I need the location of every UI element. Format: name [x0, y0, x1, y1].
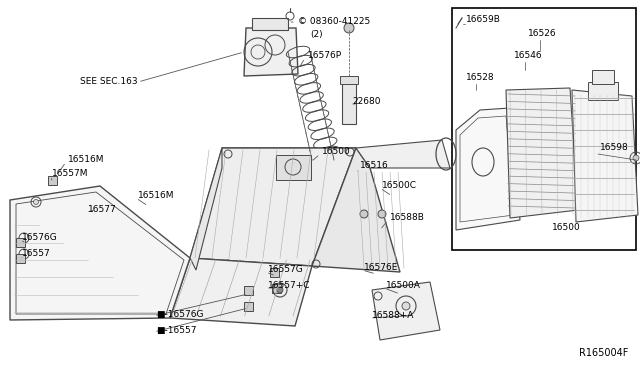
Text: SEE SEC.163: SEE SEC.163	[81, 77, 138, 87]
Text: © 08360-41225: © 08360-41225	[298, 17, 371, 26]
Polygon shape	[222, 148, 370, 170]
Polygon shape	[372, 282, 440, 340]
Text: 16500C: 16500C	[382, 182, 417, 190]
Circle shape	[402, 302, 410, 310]
Text: 16576P: 16576P	[308, 51, 342, 61]
Text: 16500A: 16500A	[386, 282, 421, 291]
Bar	[252, 18, 288, 30]
Text: 16500: 16500	[552, 224, 580, 232]
Text: R165004F: R165004F	[579, 348, 628, 358]
Polygon shape	[190, 148, 222, 270]
Polygon shape	[170, 258, 312, 326]
Bar	[48, 176, 57, 185]
Text: 16576G: 16576G	[22, 234, 58, 243]
Circle shape	[344, 23, 354, 33]
Polygon shape	[10, 186, 190, 320]
Circle shape	[633, 155, 639, 161]
Bar	[340, 76, 358, 84]
Polygon shape	[506, 88, 578, 218]
Bar	[452, 8, 636, 250]
Text: 16546: 16546	[514, 51, 543, 61]
Text: 16659B: 16659B	[466, 16, 501, 25]
Text: ■-16557: ■-16557	[156, 326, 196, 334]
Bar	[276, 155, 311, 180]
Polygon shape	[356, 140, 450, 168]
Text: (2): (2)	[310, 29, 323, 38]
Text: 16500: 16500	[322, 148, 351, 157]
Bar	[588, 82, 618, 100]
Circle shape	[33, 199, 38, 205]
Bar	[16, 238, 25, 247]
Text: 16557M: 16557M	[52, 170, 88, 179]
Text: 16516: 16516	[360, 161, 388, 170]
Bar	[244, 286, 253, 295]
Text: 16577: 16577	[88, 205, 116, 215]
Text: 16516M: 16516M	[68, 155, 104, 164]
Circle shape	[277, 287, 283, 293]
Text: 16588B: 16588B	[390, 214, 425, 222]
Circle shape	[378, 210, 386, 218]
Text: 16557G: 16557G	[268, 266, 304, 275]
Bar	[342, 80, 356, 124]
Polygon shape	[190, 148, 356, 266]
Text: 16528: 16528	[466, 74, 495, 83]
Text: 16557+C: 16557+C	[268, 282, 310, 291]
Polygon shape	[312, 148, 400, 272]
Text: 16516M: 16516M	[138, 192, 175, 201]
Bar	[16, 254, 25, 263]
Bar	[592, 70, 614, 84]
Text: 22680: 22680	[352, 97, 381, 106]
Circle shape	[360, 210, 368, 218]
Bar	[270, 268, 279, 277]
Polygon shape	[456, 108, 520, 230]
Polygon shape	[572, 90, 638, 222]
Text: 16576E: 16576E	[364, 263, 398, 273]
Polygon shape	[244, 28, 298, 76]
Bar	[272, 284, 281, 293]
Text: 16557: 16557	[22, 250, 51, 259]
Text: 16598: 16598	[600, 144, 628, 153]
Text: 16588+A: 16588+A	[372, 311, 414, 321]
Bar	[244, 302, 253, 311]
Text: ■-16576G: ■-16576G	[156, 310, 204, 318]
Text: 16526: 16526	[528, 29, 557, 38]
